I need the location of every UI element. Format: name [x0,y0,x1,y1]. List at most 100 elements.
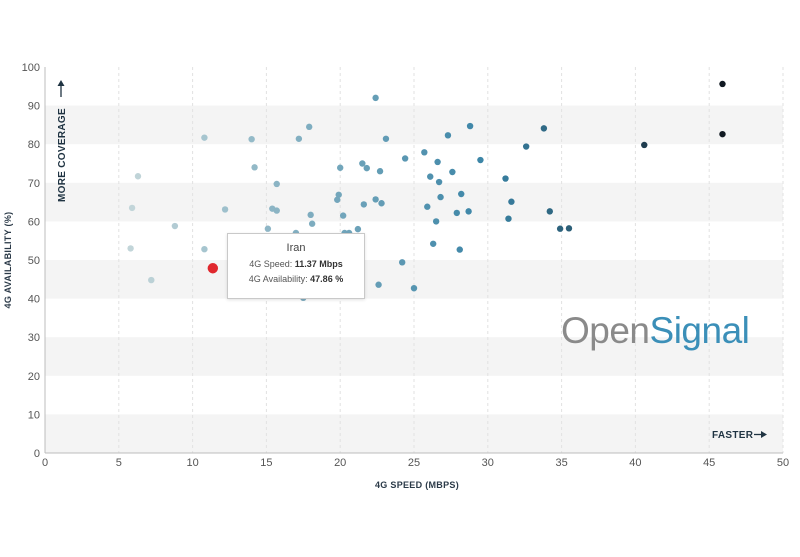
y-tick-label: 100 [22,62,40,74]
data-point[interactable] [372,94,379,102]
data-point[interactable] [251,164,258,171]
x-tick-label: 45 [703,457,715,469]
data-point[interactable] [335,191,342,198]
data-point[interactable] [458,190,465,198]
data-point[interactable] [354,225,362,233]
data-point[interactable] [378,200,385,207]
data-point[interactable] [432,218,440,225]
data-point[interactable] [435,178,443,186]
data-point[interactable] [339,212,347,219]
data-point[interactable] [466,122,474,130]
data-point[interactable] [437,193,444,201]
data-point[interactable] [505,215,512,222]
x-tick-label: 20 [334,457,346,469]
data-point[interactable] [375,281,382,288]
data-point[interactable] [424,203,431,210]
x-tick-label: 25 [408,457,420,469]
y-tick-label: 50 [28,255,40,267]
tooltip-country: Iran [286,242,306,254]
data-point[interactable] [221,206,229,213]
data-point[interactable] [540,125,548,132]
data-point[interactable] [363,164,370,172]
data-point[interactable] [449,168,456,176]
data-point[interactable] [522,143,530,150]
more-coverage-label: MORE COVERAGE [57,108,68,202]
data-point[interactable] [410,284,418,292]
y-tick-label: 90 [28,101,40,113]
logo-part-open: Open [561,310,650,351]
data-point[interactable] [171,222,179,230]
data-point[interactable] [372,196,379,203]
data-point[interactable] [273,180,280,188]
x-tick-label: 50 [777,457,789,469]
x-tick-label: 40 [629,457,641,469]
data-point[interactable] [337,164,344,171]
y-tick-label: 10 [28,409,40,421]
data-point[interactable] [306,123,313,131]
data-point[interactable] [264,225,272,232]
tooltip-speed-value: 11.37 Mbps [294,259,343,269]
data-point[interactable] [401,155,409,162]
y-tick-label: 40 [28,294,40,306]
tooltip-availability-label: 4G Availability: [248,274,308,284]
y-tick-label: 30 [28,332,40,344]
y-tick-label: 80 [28,139,40,151]
x-tick-label: 35 [555,457,567,469]
highlight-point[interactable] [207,263,219,274]
data-points [127,80,726,302]
data-point[interactable] [477,156,484,164]
tooltip-speed: 4G Speed: 11.37 Mbps [228,259,364,269]
data-point[interactable] [360,201,368,208]
data-point[interactable] [134,173,142,180]
data-point[interactable] [421,149,428,156]
data-point[interactable] [508,198,515,205]
data-point[interactable] [546,208,553,215]
data-point[interactable] [307,211,314,219]
data-point[interactable] [201,134,208,141]
data-point[interactable] [465,208,472,215]
data-point[interactable] [434,158,441,166]
tooltip-availability-value: 47.86 % [310,274,344,284]
highlight-layer [207,263,219,274]
x-tick-label: 0 [42,457,48,469]
data-point[interactable] [359,160,366,167]
data-point[interactable] [308,220,316,227]
y-tick-labels: 0 10 20 30 40 50 60 70 80 90 100 [22,62,40,460]
tooltip: Iran 4G Speed: 11.37 Mbps 4G Availabilit… [227,233,365,299]
data-point[interactable] [201,245,208,253]
logo-part-signal: Signal [649,310,750,351]
y-tick-label: 20 [28,371,40,383]
data-point[interactable] [398,259,406,266]
data-point[interactable] [427,173,434,180]
data-point[interactable] [429,240,437,247]
faster-label: FASTER [712,430,754,441]
data-point[interactable] [565,225,573,232]
data-point[interactable] [273,207,280,214]
axes [44,67,783,454]
right-arrowhead-icon [761,431,767,438]
y-tick-label: 0 [34,448,40,460]
y-tick-label: 70 [28,178,40,190]
data-point[interactable] [148,276,155,284]
data-point[interactable] [334,196,341,203]
data-point[interactable] [444,132,452,139]
x-tick-labels: 0 5 10 15 20 25 30 35 40 45 50 [42,457,789,469]
data-point[interactable] [382,135,390,142]
data-point[interactable] [719,80,726,88]
x-tick-label: 15 [260,457,272,469]
data-point[interactable] [295,135,303,142]
data-point[interactable] [502,175,509,182]
data-point[interactable] [127,245,134,252]
data-point[interactable] [248,135,255,143]
data-point[interactable] [128,204,136,212]
faster-hint: FASTER [712,430,767,441]
data-point[interactable] [556,225,564,232]
x-axis-title: 4G SPEED (MBPS) [375,480,459,490]
data-point[interactable] [453,209,461,217]
data-point[interactable] [719,130,726,138]
y-tick-label: 60 [28,216,40,228]
data-point[interactable] [456,246,463,253]
data-point[interactable] [641,141,648,149]
grid-band [45,105,783,145]
data-point[interactable] [376,168,384,175]
